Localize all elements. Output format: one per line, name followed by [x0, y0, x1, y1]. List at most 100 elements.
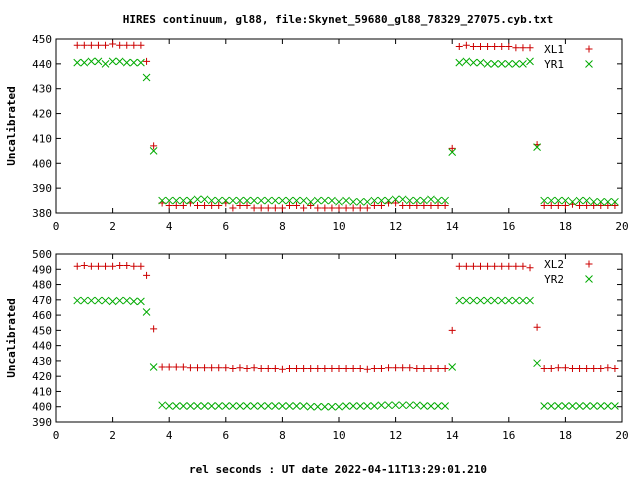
data-point-yr1: [320, 196, 329, 205]
data-point-xl1: [498, 42, 506, 50]
data-point-yr1: [377, 196, 386, 205]
data-point-xl1: [604, 202, 612, 210]
data-point-yr2: [455, 296, 464, 305]
x-tick-label: 2: [109, 220, 116, 233]
data-point-xl2: [392, 364, 400, 372]
data-point-xl1: [102, 41, 110, 49]
data-point-xl2: [462, 262, 470, 270]
y-tick-label: 440: [32, 58, 52, 71]
x-tick-label: 10: [332, 429, 345, 442]
data-point-yr1: [101, 60, 110, 68]
data-point-yr2: [179, 402, 188, 410]
data-point-yr1: [108, 57, 117, 66]
data-point-xl2: [335, 365, 343, 373]
data-point-xl1: [300, 204, 308, 212]
data-point-yr2: [94, 296, 103, 305]
x-tick-label: 8: [279, 220, 286, 233]
data-point-xl1: [172, 202, 180, 210]
data-point-xl2: [165, 363, 173, 371]
data-point-yr2: [603, 402, 612, 410]
legend-label: XL2: [544, 258, 564, 271]
x-tick-label: 20: [615, 220, 628, 233]
data-point-yr2: [405, 401, 414, 410]
data-point-xl2: [285, 365, 293, 373]
data-point-yr1: [87, 57, 96, 66]
data-point-xl2: [420, 365, 428, 373]
y-tick-label: 420: [32, 108, 52, 121]
data-point-xl1: [150, 142, 158, 150]
data-point-yr1: [328, 196, 336, 205]
data-point-yr1: [462, 57, 471, 66]
data-point-yr2: [292, 402, 301, 410]
data-point-yr1: [137, 58, 145, 67]
data-point-xl1: [491, 42, 499, 50]
data-point-yr2: [186, 402, 195, 410]
data-point-yr2: [441, 402, 449, 410]
data-point-xl2: [477, 262, 484, 270]
data-point-yr1: [299, 196, 308, 205]
data-point-yr2: [349, 402, 358, 410]
legend-label: XL1: [544, 43, 564, 56]
data-point-yr2: [137, 297, 145, 306]
data-point-yr2: [80, 296, 89, 305]
data-point-xl1: [356, 204, 364, 212]
data-point-yr2: [221, 402, 230, 410]
data-point-yr1: [236, 196, 244, 205]
data-point-yr2: [420, 402, 428, 410]
data-point-yr1: [193, 195, 202, 204]
data-point-xl2: [314, 365, 322, 373]
data-point-yr2: [158, 401, 166, 410]
data-point-yr1: [596, 197, 605, 206]
y-tick-label: 470: [32, 294, 52, 307]
data-point-xl2: [328, 365, 336, 373]
legend-marker-yr2: [585, 275, 593, 283]
bottom-panel: 0 2 4 6 8 10 12 14 16 18 20 390 400 410 420 430 440 450 46…: [5, 248, 629, 442]
data-point-xl2: [491, 262, 499, 270]
data-point-xl1: [116, 41, 124, 49]
data-point-xl1: [561, 202, 569, 210]
data-point-yr2: [554, 402, 563, 410]
data-point-xl2: [512, 262, 520, 270]
data-point-xl1: [413, 202, 421, 210]
x-tick-label: 0: [53, 220, 60, 233]
data-point-yr1: [476, 58, 485, 67]
data-point-xl1: [406, 202, 414, 210]
data-point-yr1: [575, 196, 584, 205]
data-point-xl1: [229, 204, 237, 212]
data-point-yr2: [469, 296, 478, 305]
data-point-yr1: [243, 196, 251, 205]
data-point-xl2: [448, 326, 456, 334]
data-point-yr2: [320, 402, 329, 411]
data-point-xl2: [236, 364, 244, 372]
legend-marker-xl1: [585, 45, 593, 53]
data-point-yr2: [229, 402, 237, 410]
data-point-xl2: [568, 365, 576, 373]
data-point-yr1: [363, 197, 372, 206]
legend-marker-yr1: [585, 60, 593, 68]
data-point-xl1: [194, 202, 201, 210]
data-point-yr1: [455, 58, 464, 67]
data-point-xl1: [420, 202, 428, 210]
data-point-xl1: [165, 202, 173, 210]
data-point-xl2: [399, 364, 407, 372]
data-point-xl2: [597, 365, 605, 373]
data-point-yr2: [306, 402, 315, 411]
data-point-xl1: [293, 202, 301, 210]
x-tick-label: 8: [279, 429, 286, 442]
x-tick-label: 18: [559, 220, 572, 233]
data-point-xl1: [73, 41, 81, 49]
x-tick-label: 6: [222, 429, 229, 442]
x-tick-label: 18: [559, 429, 572, 442]
data-point-yr1: [257, 196, 266, 205]
data-point-yr1: [391, 195, 400, 204]
data-point-xl2: [194, 364, 201, 372]
data-point-yr1: [356, 197, 365, 206]
x-tick-label: 20: [615, 429, 628, 442]
data-point-xl1: [243, 202, 251, 210]
data-point-xl2: [208, 364, 216, 372]
data-point-xl2: [455, 262, 463, 270]
data-point-yr2: [377, 401, 386, 410]
x-tick-label: 4: [166, 220, 173, 233]
data-point-xl1: [328, 204, 336, 212]
